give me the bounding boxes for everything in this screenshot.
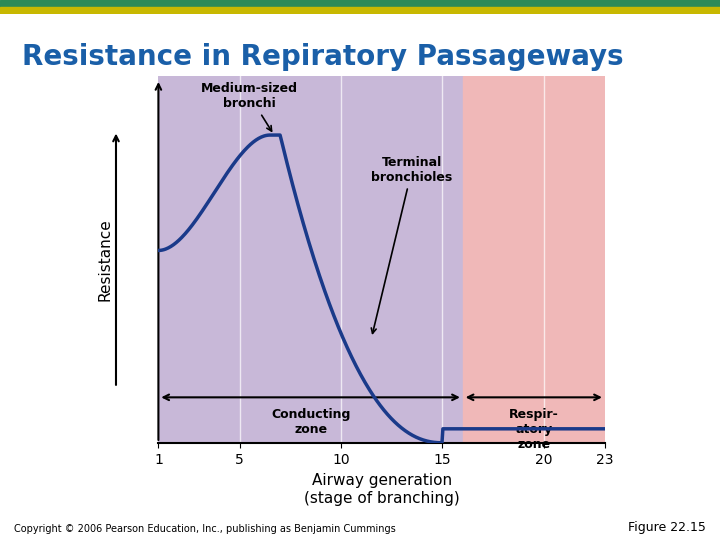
Text: Copyright © 2006 Pearson Education, Inc., publishing as Benjamin Cummings: Copyright © 2006 Pearson Education, Inc.… (14, 523, 396, 534)
Text: Respir-
atory
zone: Respir- atory zone (509, 408, 559, 451)
Text: Resistance in Repiratory Passageways: Resistance in Repiratory Passageways (22, 43, 624, 71)
Bar (0, 6, 720, 14)
Text: Figure 22.15: Figure 22.15 (628, 521, 706, 534)
Bar (463, 76, 605, 443)
Bar (158, 76, 463, 443)
Text: Conducting
zone: Conducting zone (271, 408, 350, 436)
Text: Medium-sized
bronchi: Medium-sized bronchi (201, 82, 298, 131)
X-axis label: Airway generation
(stage of branching): Airway generation (stage of branching) (304, 474, 459, 506)
Bar (0, 0, 720, 6)
Text: Resistance: Resistance (97, 218, 112, 301)
Text: Terminal
bronchioles: Terminal bronchioles (372, 156, 453, 333)
